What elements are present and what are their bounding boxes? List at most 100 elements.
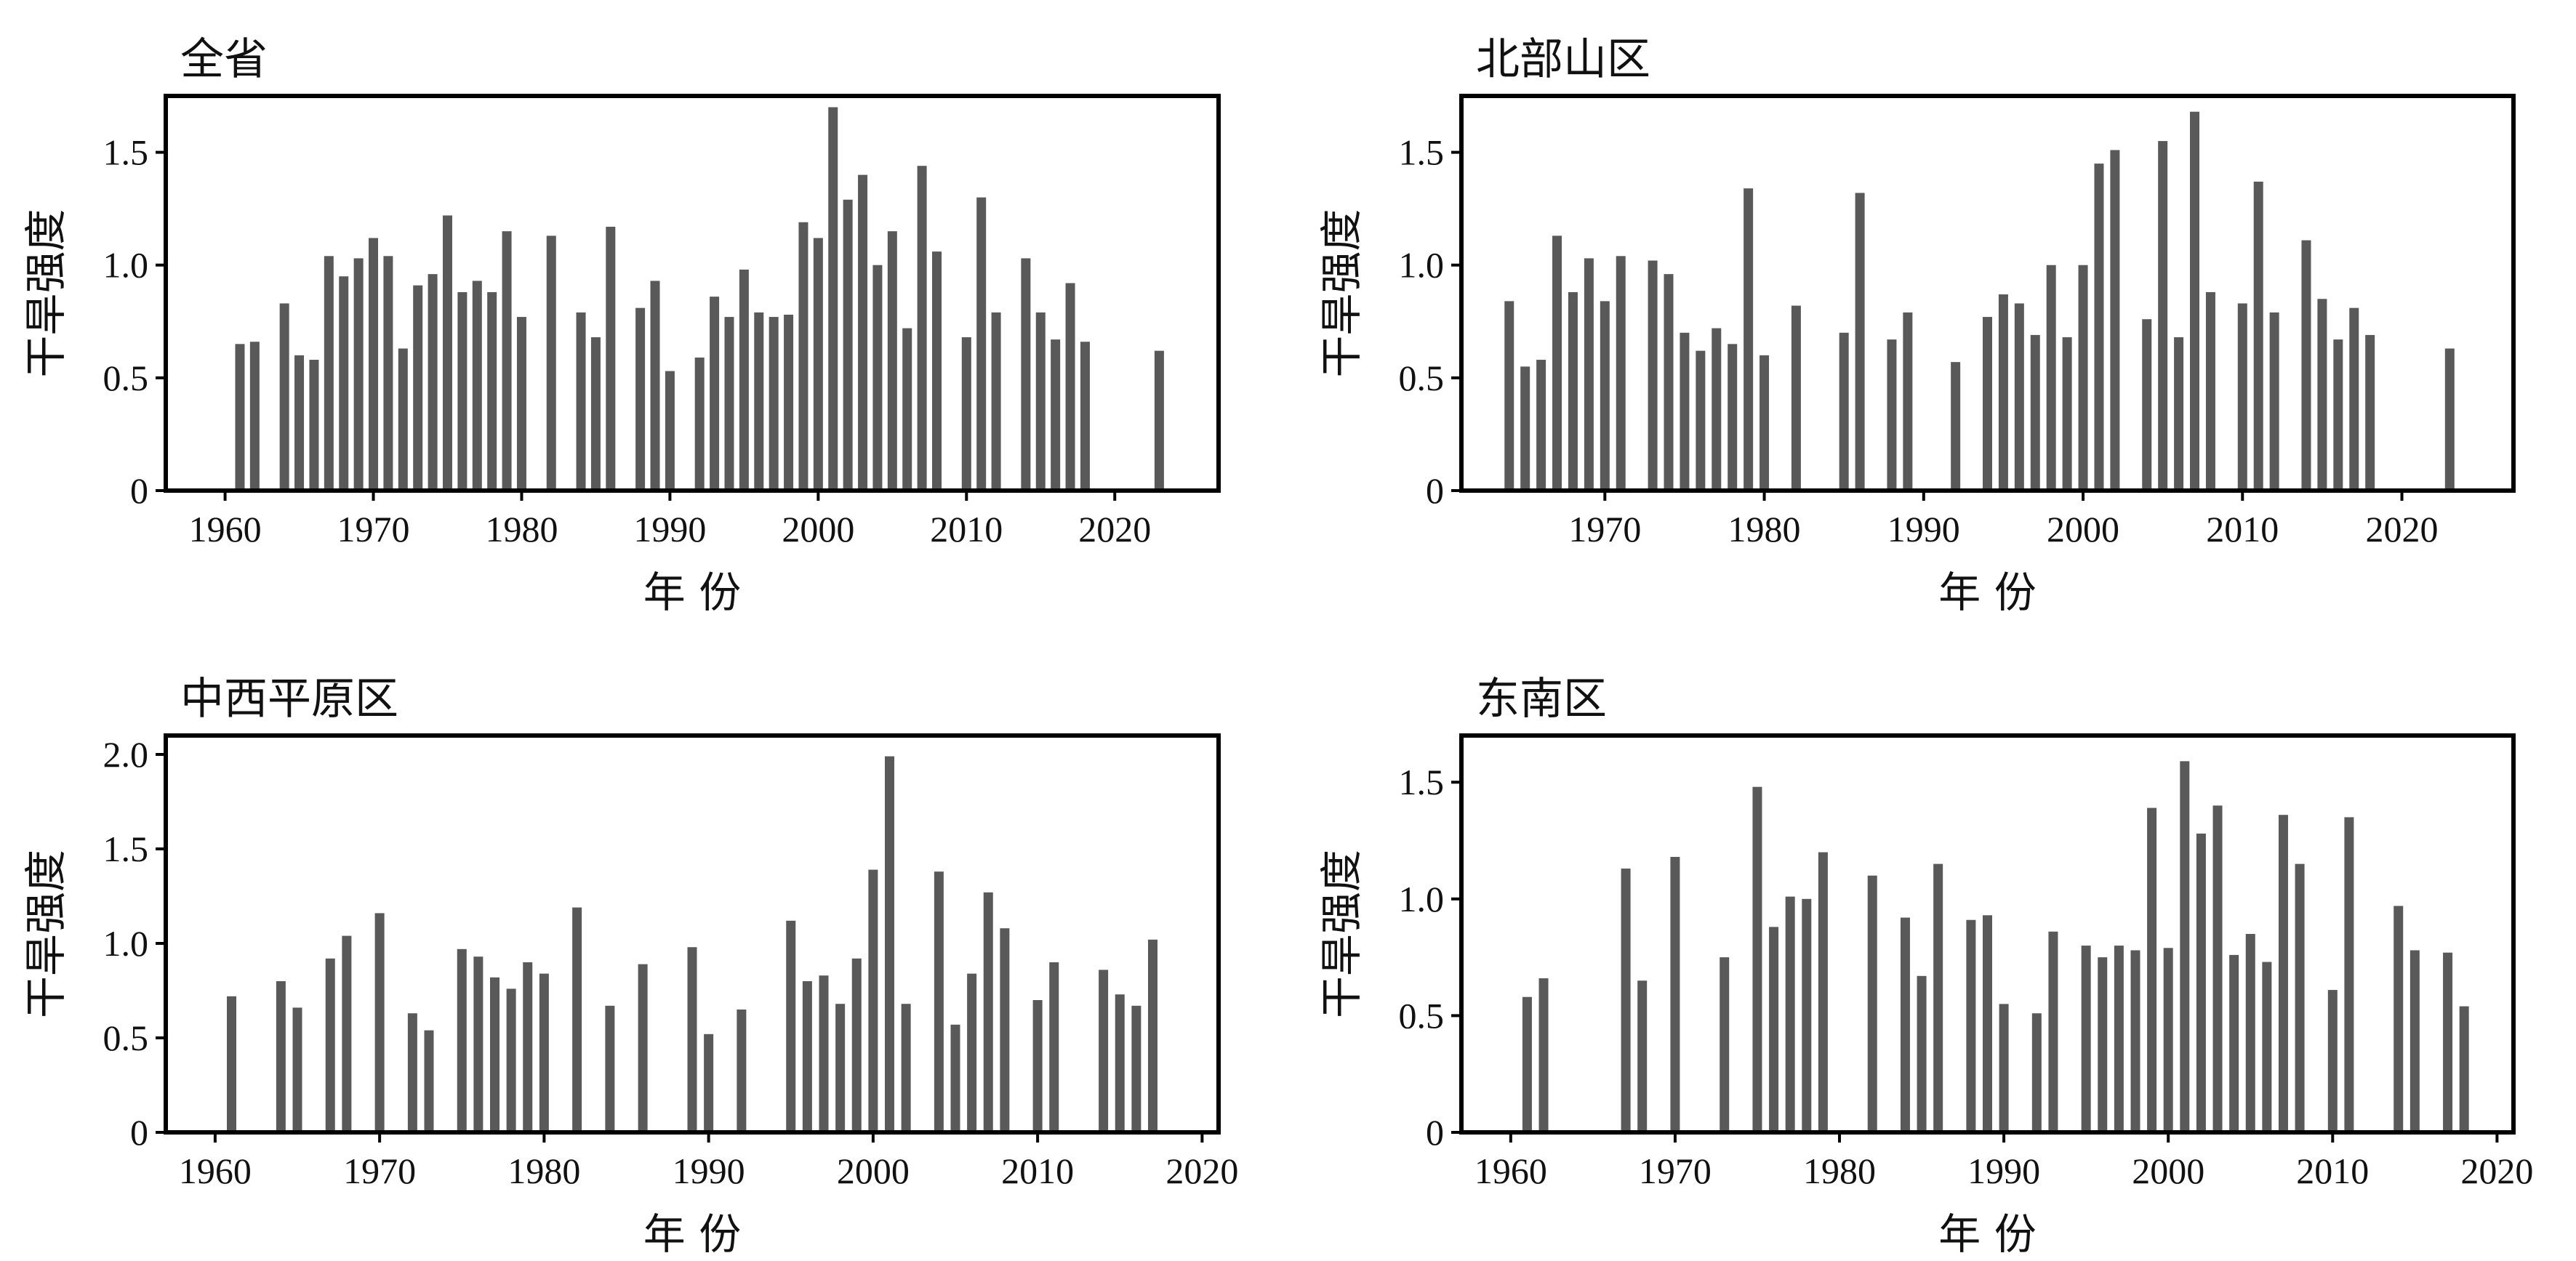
bar-2005 (950, 1024, 960, 1132)
y-tick-label: 1.5 (103, 132, 149, 173)
bar-2002 (2110, 150, 2120, 491)
bar-1996 (2014, 303, 2024, 491)
y-tick-label: 1.0 (103, 245, 149, 286)
bar-1970 (374, 913, 385, 1132)
bar-1972 (398, 348, 408, 491)
x-tick-label: 1990 (633, 509, 706, 549)
bar-2011 (2344, 817, 2354, 1132)
bar-2003 (858, 174, 868, 491)
bar-1999 (851, 958, 862, 1132)
y-tick-label: 1.0 (1399, 879, 1445, 919)
bar-1998 (2130, 950, 2140, 1132)
bar-1985 (590, 337, 601, 491)
bar-2010 (2237, 303, 2247, 491)
plot-frame (1459, 733, 2516, 1135)
bar-2015 (1115, 994, 1125, 1132)
bar-2023 (2444, 348, 2455, 491)
bar-2008 (2295, 863, 2305, 1132)
bar-2006 (2174, 337, 2184, 491)
bar-1999 (2147, 807, 2157, 1132)
bar-2015 (2410, 950, 2420, 1132)
bar-2012 (991, 312, 1001, 491)
bar-2010 (2327, 990, 2338, 1132)
bar-1972 (407, 1013, 417, 1132)
bar-1980 (1760, 355, 1770, 491)
bar-2000 (2163, 948, 2173, 1132)
bar-2001 (2180, 761, 2190, 1132)
y-tick-label: 1.0 (103, 923, 149, 964)
bar-1997 (769, 317, 779, 491)
y-tick-label: 0.5 (1399, 358, 1445, 398)
bar-2005 (2158, 141, 2168, 491)
y-tick-label: 0.5 (103, 1018, 149, 1058)
plot-frame (164, 94, 1221, 493)
plot-frame (1459, 94, 2516, 493)
bar-1980 (539, 973, 549, 1132)
bar-1994 (724, 317, 734, 491)
panel-title: 中西平原区 (180, 674, 398, 725)
panel-title: 北部山区 (1476, 34, 1650, 85)
x-tick-label: 2020 (1078, 509, 1151, 549)
bar-1999 (2062, 337, 2072, 491)
bar-1998 (2046, 265, 2056, 491)
bar-1967 (1552, 235, 1562, 491)
bar-1975 (1752, 786, 1762, 1132)
x-tick-label: 1980 (507, 1151, 580, 1191)
x-tick-label: 2010 (1001, 1151, 1074, 1191)
bar-1999 (798, 222, 808, 491)
bar-1996 (2098, 957, 2108, 1132)
bar-1998 (784, 314, 794, 491)
bar-1986 (1855, 193, 1865, 491)
bar-1978 (506, 988, 516, 1132)
bar-1966 (1536, 360, 1546, 491)
bar-1990 (704, 1034, 714, 1132)
bar-1977 (490, 977, 499, 1132)
bar-1962 (249, 342, 260, 491)
bar-1977 (1785, 896, 1795, 1132)
bar-2010 (961, 337, 971, 491)
bar-2015 (2317, 299, 2327, 491)
bar-1986 (606, 226, 616, 491)
bar-1986 (638, 964, 648, 1132)
panel-northern-mountain: 北部山区 1970 1980 1990 2000 2010 2020 0 0.5 1.0 1.5 年 … (1317, 34, 2516, 617)
bar-1992 (2031, 1013, 2042, 1132)
x-axis-label: 年 份 (643, 1209, 741, 1259)
bar-2006 (967, 973, 977, 1132)
x-tick-label: 1970 (343, 1151, 416, 1191)
bar-1968 (339, 276, 349, 491)
x-tick-label: 2000 (782, 509, 854, 549)
bar-2012 (2269, 312, 2279, 491)
bar-2023 (1154, 350, 1164, 491)
bar-1982 (1791, 305, 1801, 491)
bar-2016 (2333, 339, 2343, 491)
bar-1988 (1966, 919, 1976, 1132)
bar-1994 (1983, 317, 1992, 491)
bar-2006 (2262, 962, 2272, 1132)
y-axis-label: 干旱强度 (21, 209, 71, 377)
y-tick-label: 1.5 (1399, 762, 1445, 802)
bar-1965 (1520, 366, 1530, 491)
bar-2001 (2094, 164, 2104, 491)
bar-2000 (2078, 265, 2088, 491)
bar-2008 (932, 251, 942, 491)
bar-1997 (819, 975, 829, 1132)
bar-1973 (1648, 260, 1658, 491)
panel-province: 全省 1960 1970 1980 1990 2000 2010 2020 0 0.5 1.0 1.5… (21, 34, 1221, 617)
bar-1978 (1802, 898, 1812, 1132)
bar-1989 (1903, 312, 1913, 491)
bar-2007 (2278, 815, 2288, 1132)
bar-1997 (2114, 946, 2124, 1132)
x-tick-label: 1960 (179, 1151, 252, 1191)
bar-1988 (635, 307, 646, 491)
bar-1979 (1744, 188, 1754, 491)
bar-2003 (2212, 805, 2223, 1132)
x-tick-label: 1970 (1568, 509, 1641, 549)
bar-1970 (1600, 301, 1610, 491)
bar-1961 (227, 996, 236, 1132)
bar-1990 (1999, 1004, 2009, 1132)
bar-1988 (1887, 339, 1897, 491)
bar-1977 (472, 281, 482, 491)
bar-1982 (546, 235, 556, 491)
bar-1979 (523, 962, 533, 1132)
bar-1975 (457, 948, 467, 1132)
